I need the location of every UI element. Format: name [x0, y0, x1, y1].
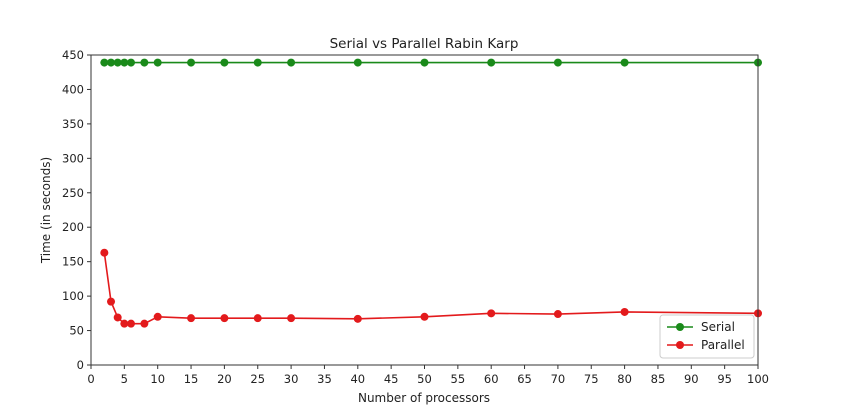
x-tick-label: 0 — [87, 372, 94, 386]
parallel-line — [103, 252, 759, 325]
parallel-point — [140, 319, 149, 328]
x-tick-label: 60 — [484, 372, 499, 386]
serial-point — [253, 58, 262, 67]
x-tick-label: 100 — [747, 372, 769, 386]
y-axis-label: Time (in seconds) — [39, 157, 53, 264]
parallel-point — [287, 314, 296, 323]
x-tick-label: 80 — [617, 372, 632, 386]
serial-point — [140, 58, 149, 67]
legend: Serial Parallel — [659, 314, 755, 359]
y-tick-label: 400 — [62, 82, 84, 96]
legend-label-serial: Serial — [701, 320, 735, 334]
x-tick-label: 45 — [384, 372, 399, 386]
x-tick-label: 75 — [584, 372, 599, 386]
y-tick-label: 450 — [62, 48, 84, 62]
serial-point — [353, 58, 362, 67]
x-tick-label: 35 — [317, 372, 332, 386]
serial-point — [100, 58, 109, 67]
serial-point — [127, 58, 136, 67]
axis-ticks: 0 5 10 15 20 25 30 35 40 45 50 55 60 65 70 75 80 85 90 95 10… — [62, 48, 769, 386]
y-tick-label: 250 — [62, 186, 84, 200]
y-tick-label: 350 — [62, 117, 84, 131]
legend-marker-parallel — [676, 341, 684, 349]
x-tick-label: 30 — [284, 372, 299, 386]
x-axis-label: Number of processors — [358, 391, 490, 405]
x-tick-label: 50 — [417, 372, 432, 386]
x-tick-label: 85 — [651, 372, 666, 386]
chart-title: Serial vs Parallel Rabin Karp — [330, 36, 519, 52]
parallel-point — [120, 319, 129, 328]
y-tick-label: 0 — [77, 358, 84, 372]
parallel-point — [253, 314, 262, 323]
x-tick-label: 25 — [250, 372, 265, 386]
y-tick-label: 100 — [62, 289, 84, 303]
parallel-point — [553, 310, 562, 319]
x-tick-label: 10 — [150, 372, 165, 386]
series-lines — [103, 61, 759, 325]
x-tick-label: 70 — [551, 372, 566, 386]
serial-point — [553, 58, 562, 67]
serial-point — [287, 58, 296, 67]
x-tick-label: 5 — [121, 372, 128, 386]
y-tick-label: 300 — [62, 151, 84, 165]
parallel-point — [113, 313, 122, 322]
parallel-point — [107, 297, 116, 306]
x-tick-label: 90 — [684, 372, 699, 386]
plot-frame — [90, 54, 759, 366]
serial-point — [120, 58, 129, 67]
parallel-point — [187, 314, 196, 323]
x-tick-label: 40 — [350, 372, 365, 386]
legend-marker-serial — [676, 323, 684, 331]
serial-point — [113, 58, 122, 67]
serial-point — [153, 58, 162, 67]
legend-label-parallel: Parallel — [701, 338, 745, 352]
parallel-point — [420, 312, 429, 321]
y-tick-label: 50 — [69, 324, 84, 338]
parallel-point — [100, 248, 109, 257]
x-tick-label: 15 — [184, 372, 199, 386]
serial-point — [107, 58, 116, 67]
serial-point — [187, 58, 196, 67]
parallel-point — [487, 309, 496, 318]
serial-point — [220, 58, 229, 67]
x-tick-label: 65 — [517, 372, 532, 386]
serial-point — [620, 58, 629, 67]
x-tick-label: 95 — [717, 372, 732, 386]
parallel-point — [353, 314, 362, 323]
x-tick-label: 55 — [451, 372, 466, 386]
serial-point — [487, 58, 496, 67]
x-tick-label: 20 — [217, 372, 232, 386]
y-tick-label: 150 — [62, 255, 84, 269]
parallel-point — [153, 312, 162, 321]
parallel-point — [620, 307, 629, 316]
serial-point — [420, 58, 429, 67]
parallel-point — [127, 319, 136, 328]
parallel-point — [220, 314, 229, 323]
y-tick-label: 200 — [62, 220, 84, 234]
series-points — [100, 58, 762, 328]
